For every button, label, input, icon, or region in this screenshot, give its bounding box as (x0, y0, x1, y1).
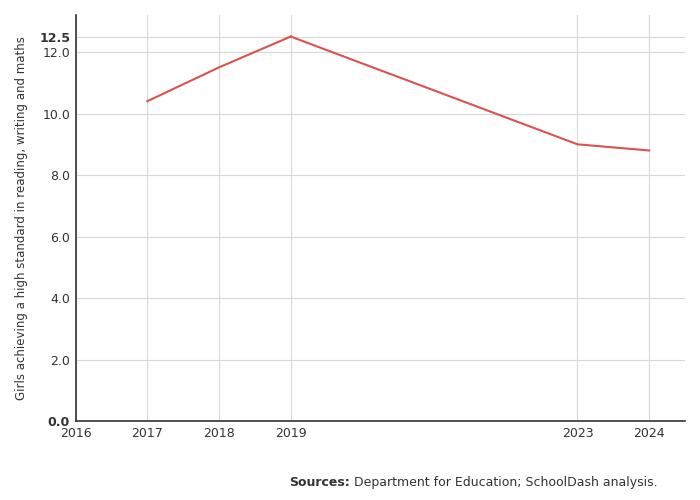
Y-axis label: Girls achieving a high standard in reading, writing and maths: Girls achieving a high standard in readi… (15, 36, 28, 400)
Text: Sources:: Sources: (289, 476, 350, 489)
Text: Department for Education; SchoolDash analysis.: Department for Education; SchoolDash ana… (350, 476, 657, 489)
